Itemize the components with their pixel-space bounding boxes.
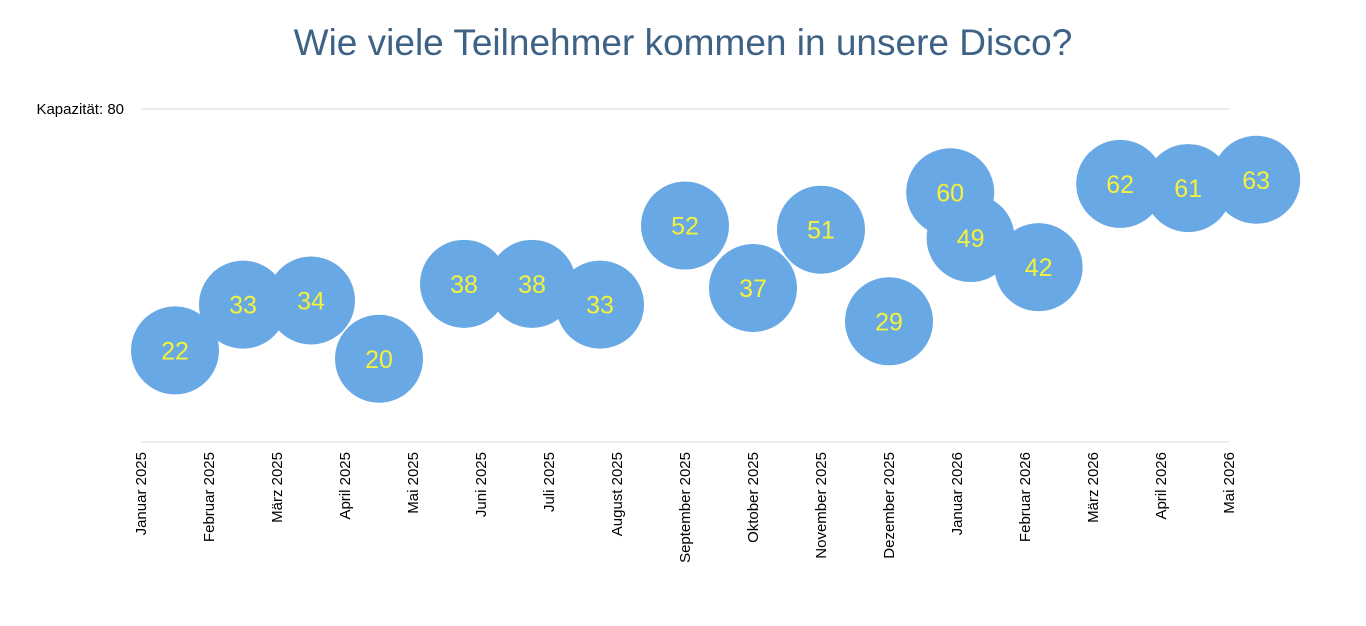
- data-bubble: [199, 260, 287, 349]
- x-tick-label: August 2025: [609, 452, 626, 536]
- data-label: 38: [518, 271, 546, 299]
- x-tick-label: Januar 2025: [133, 452, 150, 535]
- x-tick-label: Dezember 2025: [881, 452, 898, 559]
- data-label: 61: [1174, 175, 1202, 203]
- data-label: 63: [1242, 167, 1270, 195]
- data-label: 22: [161, 337, 189, 365]
- data-bubble: [488, 239, 576, 328]
- data-label: 33: [586, 292, 614, 320]
- x-tick-label: Januar 2026: [949, 452, 966, 535]
- x-tick-label: April 2025: [337, 452, 354, 520]
- data-bubble: [1144, 144, 1233, 233]
- data-bubble: [926, 194, 1015, 283]
- x-tick-label: Mai 2025: [405, 452, 422, 514]
- capacity-label: Kapazität: 80: [36, 101, 124, 118]
- data-bubble: [994, 223, 1083, 312]
- data-label: 29: [875, 308, 903, 336]
- data-bubble: [709, 243, 797, 332]
- data-bubble: [556, 260, 644, 349]
- x-tick-label: November 2025: [813, 452, 830, 559]
- data-bubble: [420, 239, 508, 328]
- data-label: 38: [450, 271, 478, 299]
- x-tick-label: April 2026: [1153, 452, 1170, 520]
- x-tick-label: Februar 2026: [1017, 452, 1034, 542]
- data-bubble: [777, 185, 865, 274]
- data-bubble: [845, 277, 933, 366]
- chart-title: Wie viele Teilnehmer kommen in unsere Di…: [293, 22, 1073, 63]
- data-bubble: [335, 314, 423, 403]
- data-bubble: [1212, 135, 1301, 224]
- data-label: 52: [671, 213, 699, 241]
- data-label: 49: [957, 225, 985, 253]
- x-tick-label: Mai 2026: [1221, 452, 1238, 514]
- data-bubble: [1076, 139, 1165, 228]
- x-tick-label: Oktober 2025: [745, 452, 762, 543]
- x-tick-label: September 2025: [677, 452, 694, 563]
- x-tick-label: März 2026: [1085, 452, 1102, 523]
- x-tick-label: Juli 2025: [541, 452, 558, 512]
- data-label: 20: [365, 346, 393, 374]
- data-label: 33: [229, 292, 257, 320]
- data-label: 34: [297, 287, 325, 315]
- data-label: 42: [1025, 254, 1053, 282]
- x-tick-label: März 2025: [269, 452, 286, 523]
- data-bubble: [641, 181, 729, 270]
- data-label: 51: [807, 217, 835, 245]
- data-bubble: [267, 256, 355, 345]
- data-label: 62: [1106, 171, 1134, 199]
- x-tick-label: Februar 2025: [201, 452, 218, 542]
- data-label: 60: [936, 179, 964, 207]
- data-bubble: [131, 306, 219, 395]
- x-tick-label: Juni 2025: [473, 452, 490, 517]
- data-label: 37: [739, 275, 767, 303]
